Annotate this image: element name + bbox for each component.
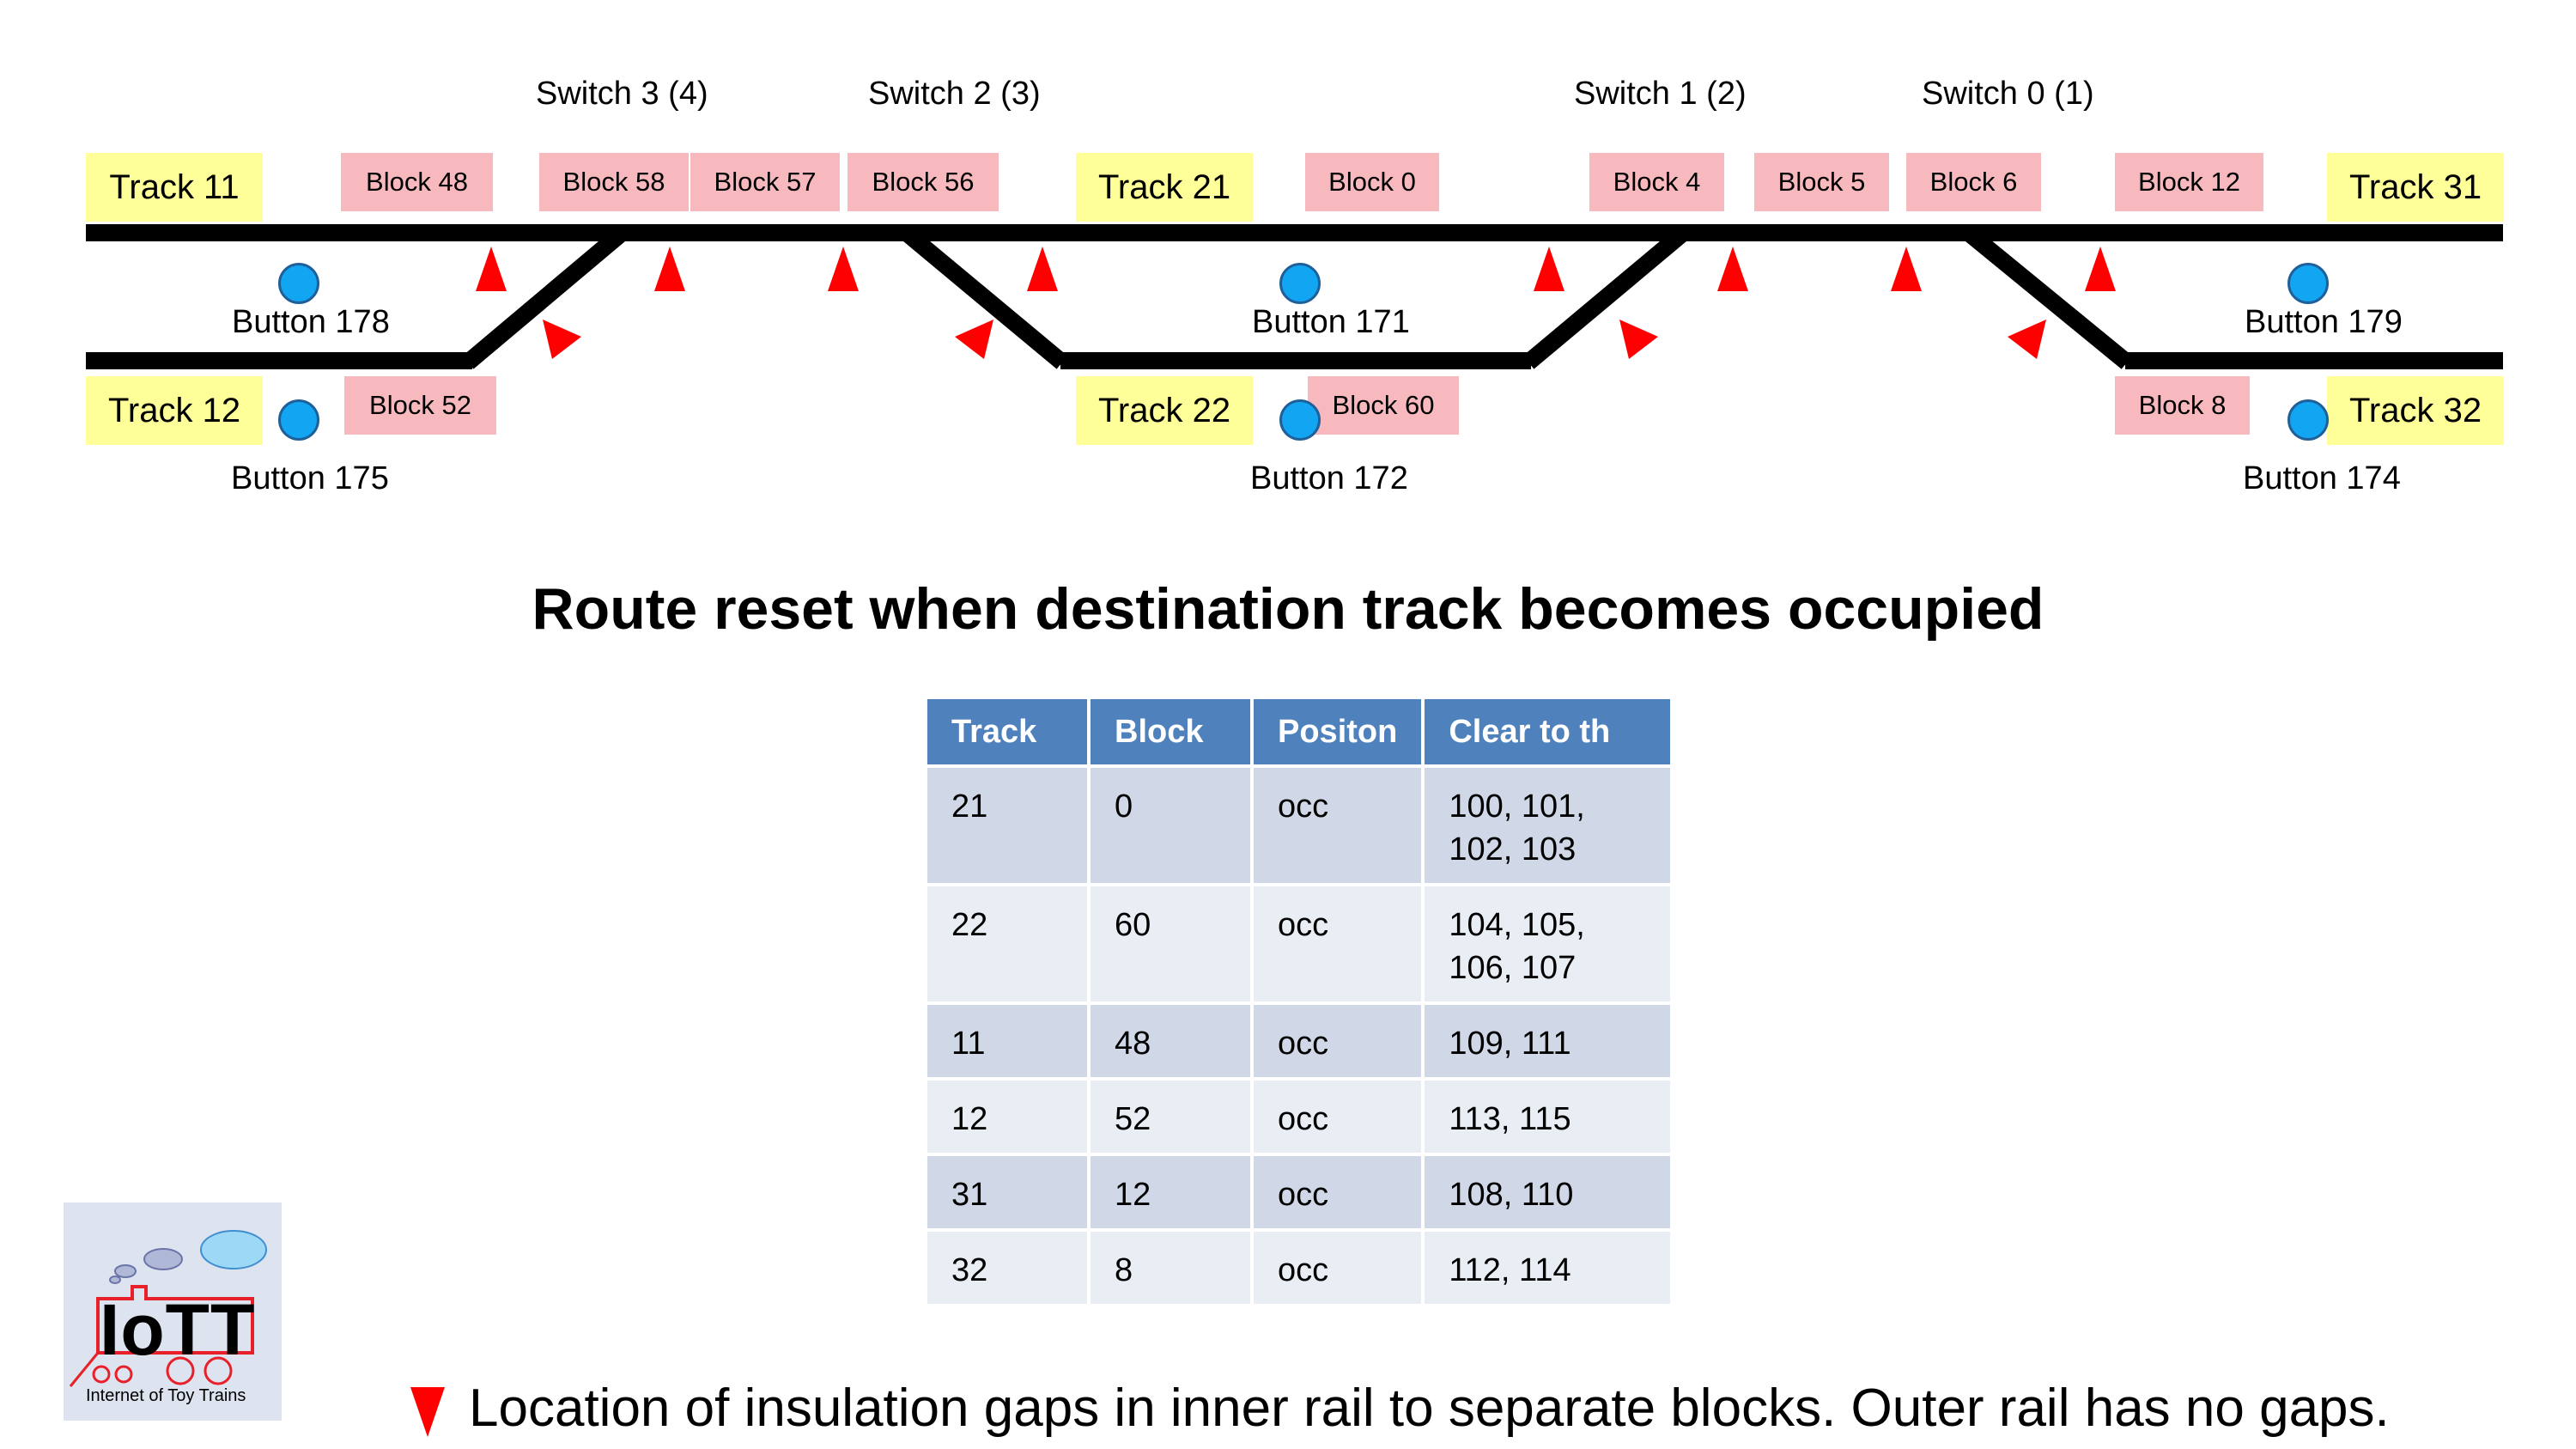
switch-1-diverging-rail [1522, 228, 1687, 369]
switch-label-1: Switch 1 (2) [1574, 76, 1747, 112]
gap-marker-icon [1891, 247, 1922, 291]
cell-block: 52 [1091, 1081, 1250, 1153]
gap-marker-icon [1027, 247, 1058, 291]
gap-marker-icon [2085, 247, 2116, 291]
header-position: Positon [1254, 699, 1422, 764]
cell-position: occ [1254, 1156, 1422, 1228]
cell-block: 48 [1091, 1005, 1250, 1077]
page-title: Route reset when destination track becom… [532, 576, 2044, 642]
table-row: 22 60 occ 104, 105, 106, 107 [927, 886, 1671, 1002]
cell-block: 60 [1091, 886, 1250, 1002]
logo-subtitle: Internet of Toy Trains [86, 1386, 246, 1405]
button-175-dot [278, 399, 319, 441]
cell-block: 0 [1091, 768, 1250, 883]
block-label-56: Block 56 [848, 153, 999, 211]
gap-marker-icon [543, 320, 581, 359]
cell-position: occ [1254, 1232, 1422, 1304]
button-172-dot [1279, 399, 1321, 441]
button-179-dot [2287, 263, 2329, 304]
cell-clear-to: 113, 115 [1425, 1081, 1671, 1153]
cell-track: 21 [927, 768, 1087, 883]
cell-track: 11 [927, 1005, 1087, 1077]
table-row: 11 48 occ 109, 111 [927, 1005, 1671, 1077]
header-clear-to: Clear to th [1425, 699, 1671, 764]
block-label-60: Block 60 [1308, 376, 1459, 435]
red-triangle-icon [410, 1386, 445, 1437]
cell-track: 22 [927, 886, 1087, 1002]
gap-marker-icon [476, 247, 507, 291]
cell-track: 32 [927, 1232, 1087, 1304]
block-label-4: Block 4 [1589, 153, 1724, 211]
gap-marker-icon [654, 247, 685, 291]
cell-position: occ [1254, 886, 1422, 1002]
cell-clear-to: 100, 101, 102, 103 [1425, 768, 1671, 883]
rails [86, 224, 2503, 369]
button-label-178: Button 178 [232, 304, 390, 340]
iott-logo: IoTT Internet of Toy Trains [64, 1202, 282, 1421]
track-label-21: Track 21 [1076, 153, 1253, 222]
switch-0-diverging-rail [1965, 228, 2133, 369]
button-174-dot [2287, 399, 2329, 441]
gap-marker-icon [1619, 320, 1658, 359]
logo-text: IoTT [100, 1289, 256, 1370]
cell-position: occ [1254, 768, 1422, 883]
block-label-8: Block 8 [2115, 376, 2250, 435]
table-row: 12 52 occ 113, 115 [927, 1081, 1671, 1153]
button-label-179: Button 179 [2245, 304, 2403, 340]
block-label-52: Block 52 [344, 376, 496, 435]
track-label-22: Track 22 [1076, 376, 1253, 445]
header-track: Track [927, 699, 1087, 764]
button-171-dot [1279, 263, 1321, 304]
table-row: 32 8 occ 112, 114 [927, 1232, 1671, 1304]
legend: Location of insulation gaps in inner rai… [410, 1378, 2390, 1439]
gap-marker-icon [1717, 247, 1748, 291]
track-label-12: Track 12 [86, 376, 263, 445]
switch-label-0: Switch 0 (1) [1922, 76, 2094, 112]
cell-block: 12 [1091, 1156, 1250, 1228]
table-row: 21 0 occ 100, 101, 102, 103 [927, 768, 1671, 883]
block-label-0: Block 0 [1305, 153, 1439, 211]
route-reset-table: Track Block Positon Clear to th 21 0 occ… [924, 696, 1674, 1307]
button-label-175: Button 175 [231, 460, 389, 496]
button-label-172: Button 172 [1250, 460, 1408, 496]
track-label-11: Track 11 [86, 153, 263, 222]
switch-3-diverging-rail [462, 228, 626, 369]
cell-track: 31 [927, 1156, 1087, 1228]
cell-track: 12 [927, 1081, 1087, 1153]
legend-text: Location of insulation gaps in inner rai… [469, 1379, 2390, 1438]
cell-position: occ [1254, 1005, 1422, 1077]
switch-label-2: Switch 2 (3) [868, 76, 1041, 112]
switch-2-diverging-rail [902, 228, 1068, 369]
train-logo-icon [69, 1230, 267, 1387]
cell-clear-to: 104, 105, 106, 107 [1425, 886, 1671, 1002]
cell-clear-to: 112, 114 [1425, 1232, 1671, 1304]
block-label-5: Block 5 [1754, 153, 1889, 211]
block-label-57: Block 57 [690, 153, 840, 211]
gap-marker-icon [2008, 320, 2046, 359]
block-label-6: Block 6 [1906, 153, 2041, 211]
gap-marker-icon [955, 320, 993, 359]
switch-label-3: Switch 3 (4) [536, 76, 708, 112]
button-label-171: Button 171 [1252, 304, 1410, 340]
cell-position: occ [1254, 1081, 1422, 1153]
block-label-12: Block 12 [2115, 153, 2263, 211]
button-label-174: Button 174 [2243, 460, 2401, 496]
block-label-48: Block 48 [341, 153, 493, 211]
insulation-gap-markers [476, 247, 2116, 359]
table-row: 31 12 occ 108, 110 [927, 1156, 1671, 1228]
button-178-dot [278, 263, 319, 304]
block-label-58: Block 58 [539, 153, 689, 211]
track-diagram [86, 224, 2503, 369]
cell-clear-to: 108, 110 [1425, 1156, 1671, 1228]
gap-marker-icon [828, 247, 859, 291]
cell-block: 8 [1091, 1232, 1250, 1304]
cell-clear-to: 109, 111 [1425, 1005, 1671, 1077]
track-label-31: Track 31 [2327, 153, 2504, 222]
header-block: Block [1091, 699, 1250, 764]
gap-marker-icon [1534, 247, 1564, 291]
track-label-32: Track 32 [2327, 376, 2504, 445]
table-header-row: Track Block Positon Clear to th [927, 699, 1671, 764]
